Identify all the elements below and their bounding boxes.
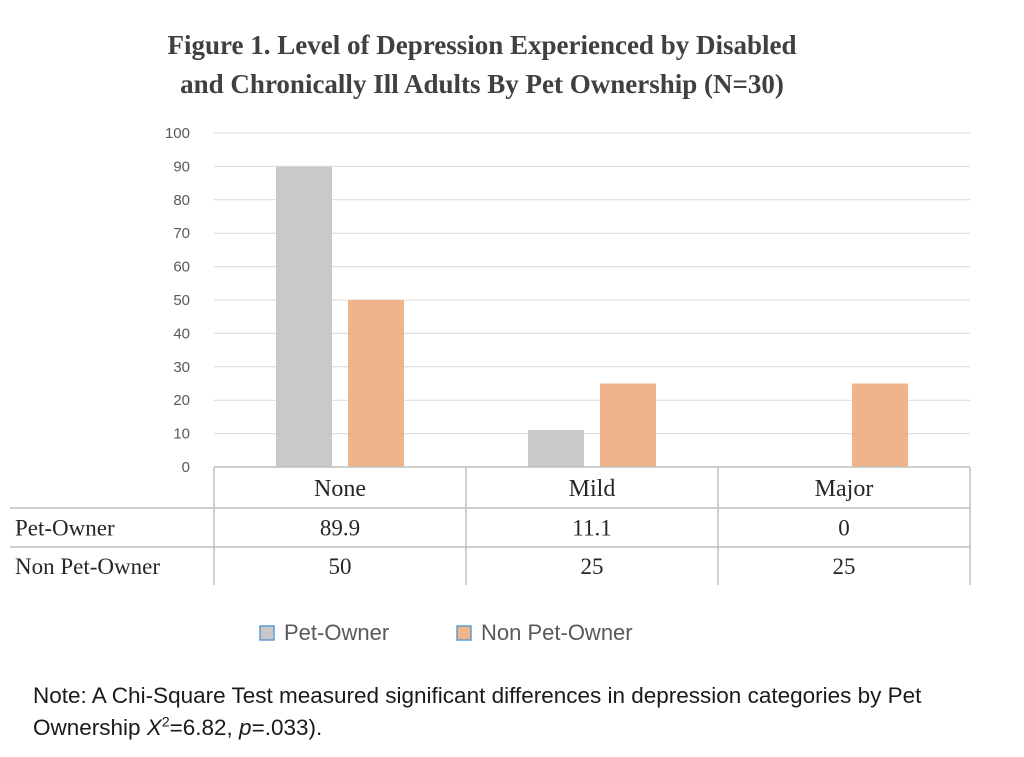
chart-title-line-1: Figure 1. Level of Depression Experience… [168, 30, 797, 60]
chart-note: Note: A Chi-Square Test measured signifi… [33, 680, 1013, 744]
p-value: =.033). [251, 715, 323, 740]
legend-swatch-non-pet-owner [456, 625, 472, 641]
gridlines [214, 132, 970, 468]
table-cell-non-pet-owner-mild: 25 [581, 554, 604, 579]
y-tick-label-40: 40 [173, 325, 190, 342]
bar-pet-owner-mild [528, 429, 584, 467]
bar-non-pet-owner-mild [600, 383, 656, 467]
y-tick-label-60: 60 [173, 259, 190, 276]
table-cell-pet-owner-mild: 11.1 [572, 516, 611, 541]
x-category-label-mild: Mild [569, 476, 616, 502]
table-cell-non-pet-owner-major: 25 [833, 554, 856, 579]
table-row-label-pet-owner: Pet-Owner [15, 516, 115, 541]
y-tick-label-20: 20 [173, 392, 190, 409]
chi-square-value: =6.82, [169, 715, 240, 740]
y-tick-label-80: 80 [173, 192, 190, 209]
y-tick-label-70: 70 [173, 225, 190, 242]
x-category-label-major: Major [815, 476, 874, 502]
y-tick-label-0: 0 [182, 459, 190, 476]
chart-title-line-2: and Chronically Ill Adults By Pet Owners… [180, 69, 784, 99]
chi-square-superscript: 2 [161, 713, 170, 730]
legend-label-pet-owner: Pet-Owner [284, 620, 389, 645]
bars [276, 166, 908, 467]
bar-non-pet-owner-none [348, 300, 404, 467]
y-tick-label-10: 10 [173, 426, 190, 443]
bar-pet-owner-none [276, 166, 332, 467]
table-cell-pet-owner-major: 0 [838, 516, 850, 541]
table-cell-non-pet-owner-none: 50 [329, 554, 352, 579]
y-axis-ticks: 0 10 20 30 40 50 60 70 80 90 100 [165, 125, 190, 476]
y-tick-label-30: 30 [173, 359, 190, 376]
y-tick-label-90: 90 [173, 158, 190, 175]
y-tick-label-100: 100 [165, 125, 190, 142]
bar-chart: Figure 1. Level of Depression Experience… [10, 30, 971, 645]
data-table: None Mild Major Pet-Owner 89.9 11.1 0 Non Pet-O… [10, 466, 971, 585]
x-category-label-none: None [314, 476, 366, 502]
legend: Pet-Owner Non Pet-Owner [259, 620, 633, 645]
p-symbol: p [239, 715, 252, 740]
note-text: Note: A Chi-Square Test measured signifi… [33, 683, 922, 740]
table-cell-pet-owner-none: 89.9 [320, 516, 360, 541]
bar-non-pet-owner-major [852, 383, 908, 467]
legend-swatch-pet-owner [259, 625, 275, 641]
legend-label-non-pet-owner: Non Pet-Owner [481, 620, 633, 645]
chi-square-symbol: X [146, 715, 162, 740]
table-row-label-non-pet-owner: Non Pet-Owner [15, 554, 160, 579]
y-tick-label-50: 50 [173, 292, 190, 309]
